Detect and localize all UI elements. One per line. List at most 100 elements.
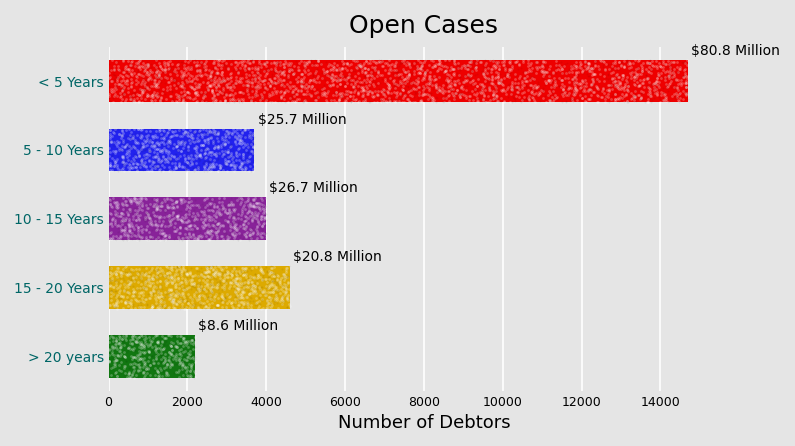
Point xyxy=(247,130,260,137)
Point xyxy=(247,214,260,221)
Point xyxy=(327,91,339,99)
Point xyxy=(185,346,198,353)
Point xyxy=(246,202,258,210)
Point xyxy=(170,287,183,294)
Point xyxy=(129,211,142,218)
Point xyxy=(130,199,143,206)
Point xyxy=(471,86,483,93)
Point xyxy=(357,86,370,93)
Point xyxy=(406,92,419,99)
Point xyxy=(238,58,250,65)
Point xyxy=(116,131,129,138)
Point xyxy=(130,333,142,340)
Point xyxy=(254,83,266,90)
Point xyxy=(489,93,502,100)
Point xyxy=(157,153,170,160)
Point xyxy=(165,333,177,340)
Point xyxy=(677,87,690,94)
Point xyxy=(111,78,123,85)
Point xyxy=(410,62,423,70)
Point xyxy=(132,153,145,160)
Point xyxy=(124,205,137,212)
Point xyxy=(287,88,300,95)
Point xyxy=(236,99,249,106)
Point xyxy=(174,223,187,230)
Point xyxy=(126,363,139,371)
Point xyxy=(215,147,228,154)
Point xyxy=(211,69,224,76)
Point xyxy=(200,264,212,271)
Point xyxy=(206,162,219,169)
Point xyxy=(129,219,142,226)
Point xyxy=(578,86,591,93)
Point xyxy=(344,71,357,78)
Point xyxy=(540,79,553,87)
Point xyxy=(571,79,584,87)
Point xyxy=(235,290,248,297)
Point xyxy=(567,91,580,98)
Point xyxy=(510,58,522,65)
Point xyxy=(121,289,134,296)
Point xyxy=(158,66,171,73)
Point xyxy=(180,213,193,220)
Point xyxy=(288,83,301,90)
Point xyxy=(332,68,345,75)
Point xyxy=(517,58,529,66)
Point xyxy=(185,285,198,293)
Point xyxy=(399,88,412,95)
Point xyxy=(134,344,147,351)
Point xyxy=(104,77,117,84)
Point xyxy=(549,64,562,71)
Point xyxy=(136,348,149,355)
Point xyxy=(159,338,172,345)
Point xyxy=(643,79,656,86)
Point xyxy=(445,57,458,64)
Point xyxy=(453,71,466,78)
Point xyxy=(262,285,274,292)
Point xyxy=(136,144,149,151)
Point xyxy=(130,360,143,368)
Point xyxy=(222,83,235,90)
Point xyxy=(406,59,419,66)
Point xyxy=(213,164,226,171)
Point xyxy=(229,89,242,96)
Point xyxy=(122,198,134,205)
Point xyxy=(413,70,426,77)
Point xyxy=(207,81,220,88)
Point xyxy=(220,300,233,307)
Point xyxy=(229,226,242,233)
Point xyxy=(190,201,203,208)
Point xyxy=(178,224,191,231)
Point xyxy=(488,83,501,90)
Point xyxy=(105,220,118,227)
Point xyxy=(502,83,514,90)
Point xyxy=(155,305,168,312)
Point xyxy=(623,58,636,65)
Point xyxy=(126,331,139,339)
Point xyxy=(332,99,345,106)
Point xyxy=(464,62,477,69)
Point xyxy=(146,133,159,140)
Point xyxy=(138,67,150,74)
Point xyxy=(157,145,170,152)
Point xyxy=(197,68,210,75)
Point xyxy=(394,89,406,96)
Point xyxy=(197,304,210,311)
Point xyxy=(514,72,526,79)
Point xyxy=(405,79,417,86)
Point xyxy=(138,214,151,221)
Point xyxy=(114,344,126,351)
Point xyxy=(218,82,231,89)
Point xyxy=(211,142,224,149)
Point xyxy=(630,73,643,80)
Point xyxy=(141,85,153,92)
Point xyxy=(425,82,438,89)
Point xyxy=(225,90,238,97)
Point xyxy=(516,97,529,104)
Point xyxy=(317,84,330,91)
Point xyxy=(126,353,139,360)
Point xyxy=(394,90,407,97)
Point xyxy=(381,88,394,95)
Point xyxy=(141,213,153,220)
Point xyxy=(543,72,556,79)
